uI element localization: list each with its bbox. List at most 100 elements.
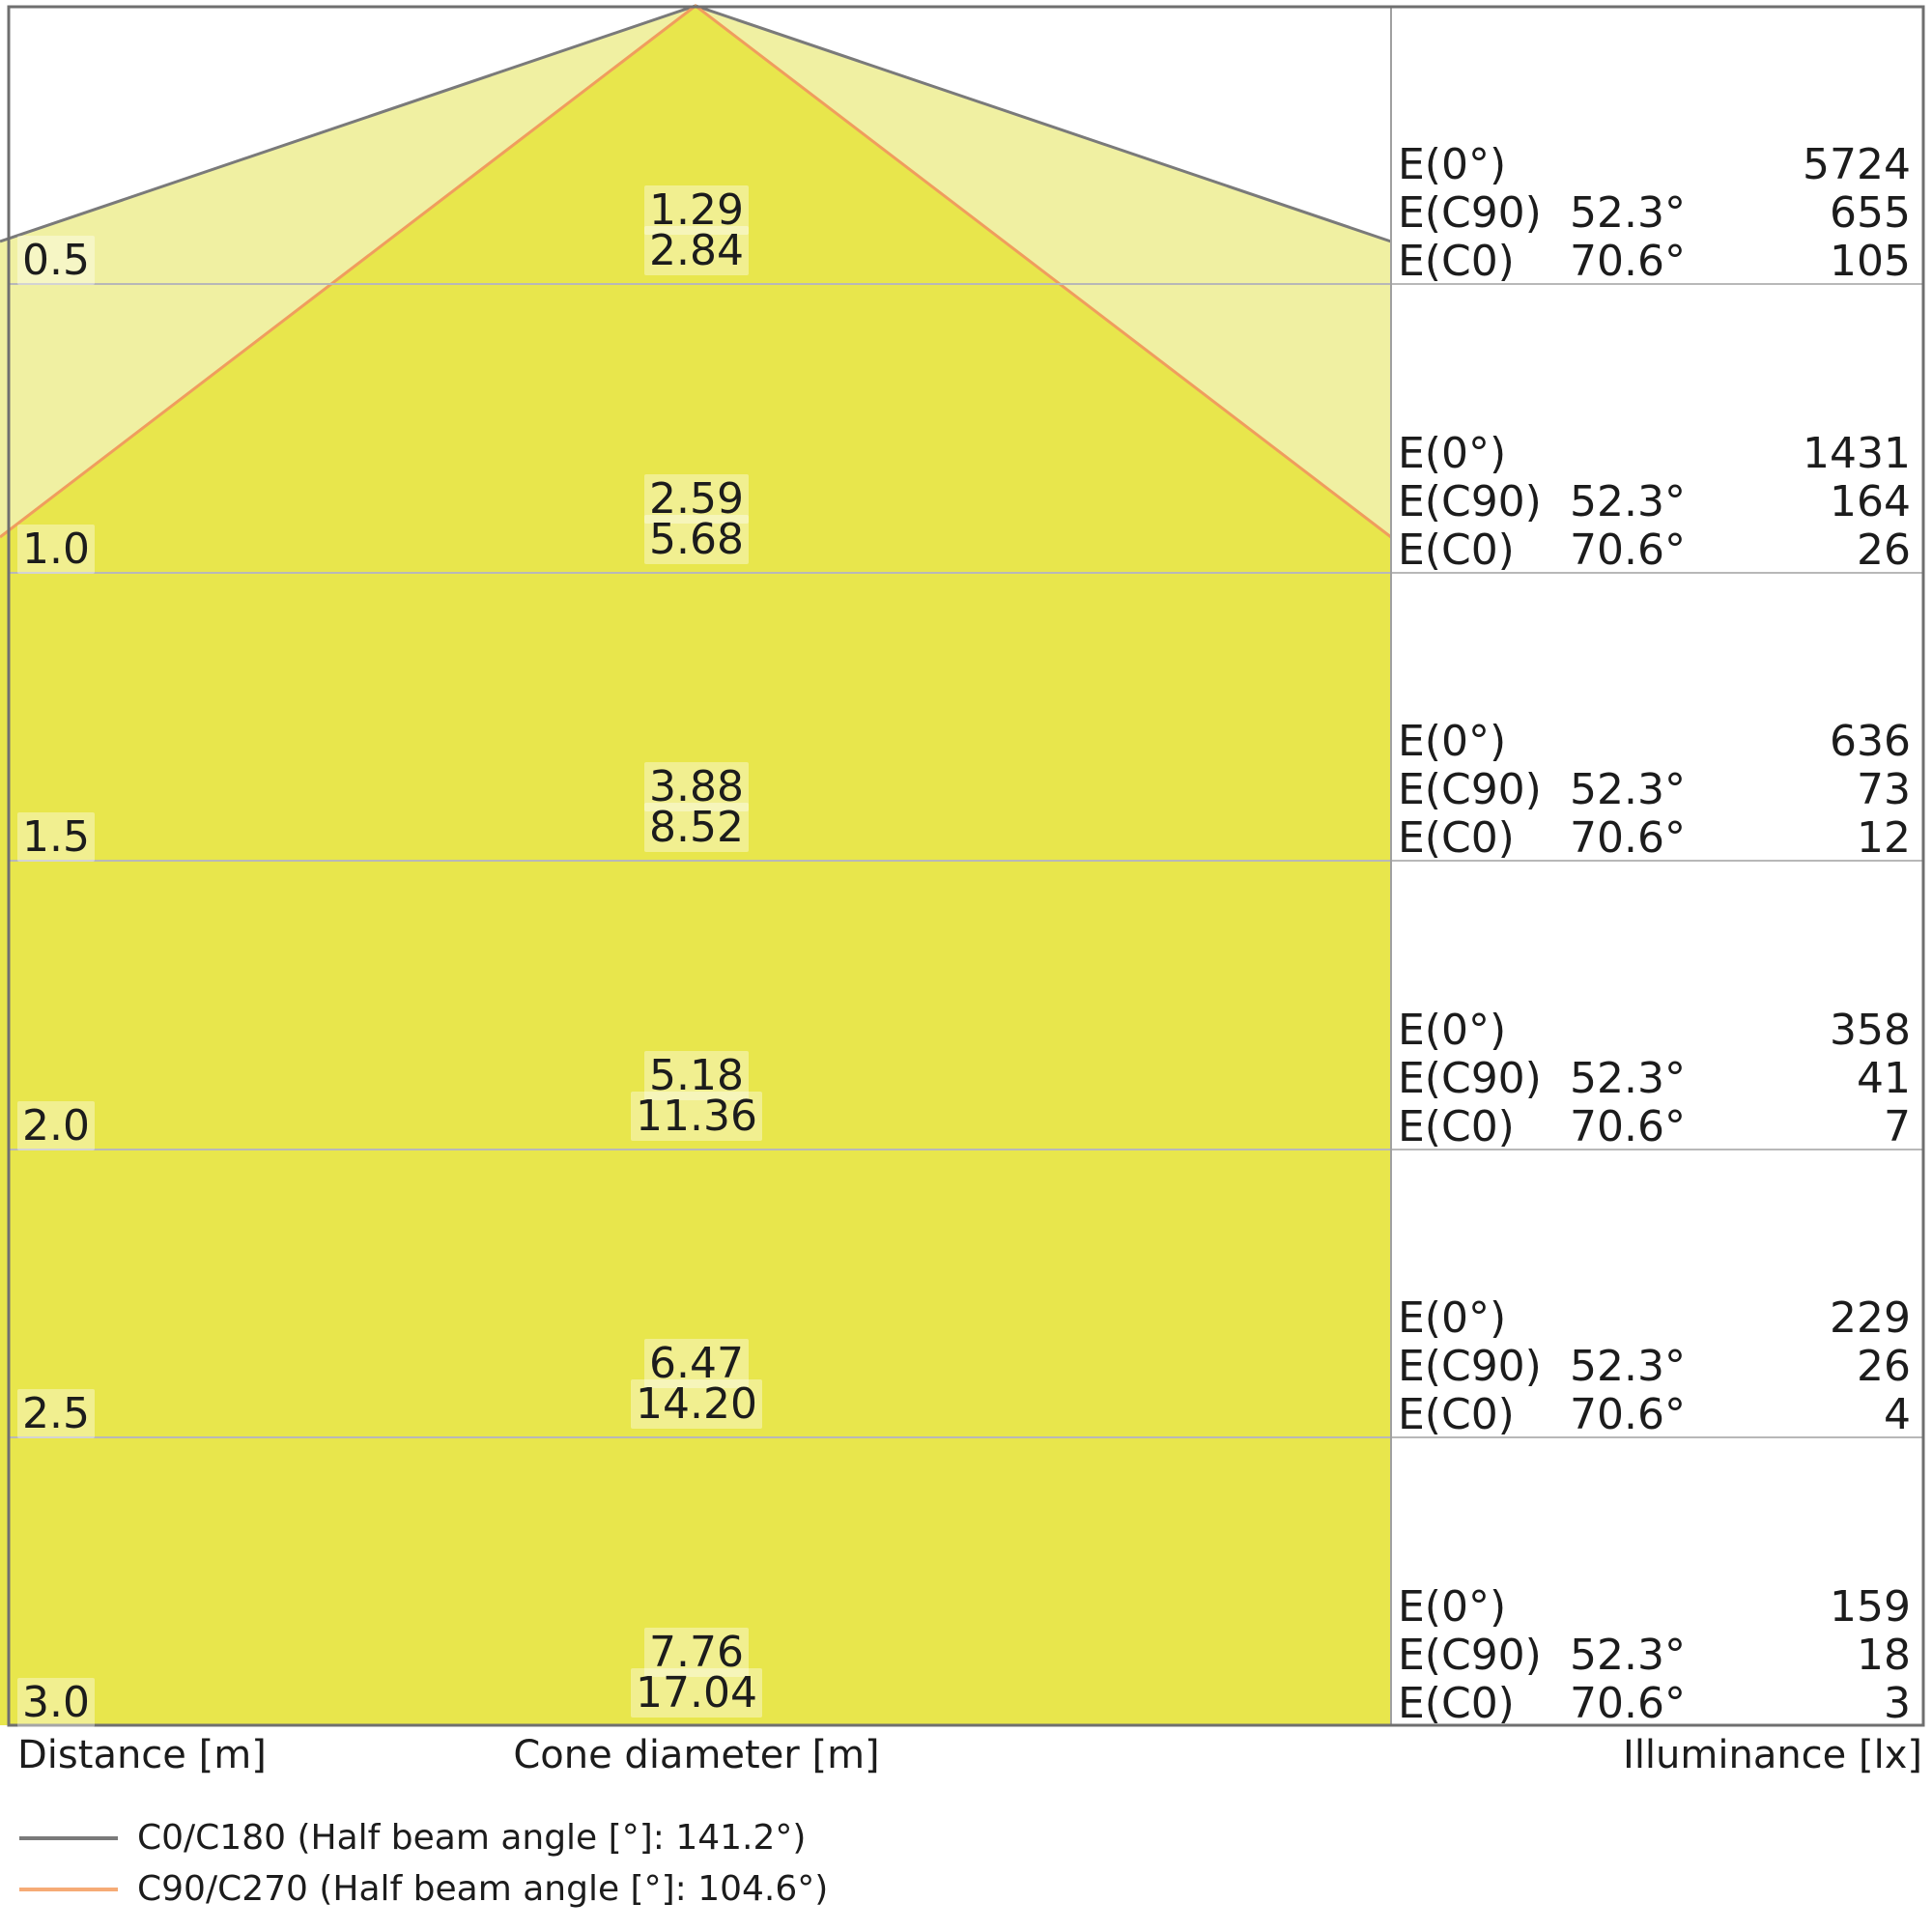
cone-diameter-c0: 2.84 bbox=[503, 226, 890, 275]
illuminance-row-ec0: E(C0) 70.6° 105 bbox=[0, 240, 1932, 288]
ec0-value: 7 bbox=[1884, 1102, 1911, 1151]
distance-label: 2.0 bbox=[17, 1101, 95, 1150]
cone-diameter-c0-value: 5.68 bbox=[644, 515, 749, 564]
ec90-value: 655 bbox=[1830, 188, 1911, 238]
cone-diameter-c0: 8.52 bbox=[503, 803, 890, 852]
ec0-value: 26 bbox=[1857, 525, 1911, 575]
ec90-value: 18 bbox=[1857, 1631, 1911, 1680]
ec0-label: E(C0) bbox=[1398, 1102, 1515, 1151]
ec0-angle: 70.6° bbox=[1570, 1679, 1686, 1728]
distance-value: 3.0 bbox=[17, 1678, 95, 1727]
distance-value: 1.5 bbox=[17, 812, 95, 862]
distance-axis-label: Distance [m] bbox=[17, 1733, 267, 1777]
distance-value: 2.5 bbox=[17, 1389, 95, 1438]
illuminance-row-ec90: E(C90) 52.3° 164 bbox=[0, 480, 1932, 528]
distance-value: 1.0 bbox=[17, 525, 95, 574]
ec90-label: E(C90) bbox=[1398, 188, 1542, 238]
illuminance-row-ec0: E(C0) 70.6° 7 bbox=[0, 1105, 1932, 1153]
e0-label: E(0°) bbox=[1398, 1293, 1507, 1343]
cone-diameter-c90-value: 1.29 bbox=[644, 185, 749, 235]
c0-c180-legend-label: C0/C180 (Half beam angle [°]: 141.2°) bbox=[137, 1818, 807, 1858]
illuminance-row-ec0: E(C0) 70.6° 26 bbox=[0, 528, 1932, 577]
c90-c270-legend-label: C90/C270 (Half beam angle [°]: 104.6°) bbox=[137, 1869, 829, 1909]
illuminance-row-e0: E(0°) 1431 bbox=[0, 432, 1932, 480]
cone-diameter-c90: 3.88 bbox=[503, 762, 890, 811]
inner-cone-shape bbox=[0, 6, 1391, 1725]
ec0-value: 3 bbox=[1884, 1679, 1911, 1728]
c90-c270-line-swatch bbox=[19, 1888, 118, 1891]
ec0-angle: 70.6° bbox=[1570, 1390, 1686, 1439]
ec90-angle: 52.3° bbox=[1570, 188, 1686, 238]
illuminance-row-e0: E(0°) 5724 bbox=[0, 143, 1932, 191]
e0-label: E(0°) bbox=[1398, 429, 1507, 478]
ec90-label: E(C90) bbox=[1398, 765, 1542, 814]
distance-label: 1.0 bbox=[17, 525, 95, 574]
ec0-value: 105 bbox=[1830, 237, 1911, 286]
ec90-angle: 52.3° bbox=[1570, 1054, 1686, 1103]
illuminance-row-ec0: E(C0) 70.6° 3 bbox=[0, 1682, 1932, 1730]
illuminance-axis-label: Illuminance [lx] bbox=[1623, 1733, 1922, 1777]
ec0-angle: 70.6° bbox=[1570, 525, 1686, 575]
ec90-value: 164 bbox=[1830, 477, 1911, 526]
distance-value: 0.5 bbox=[17, 236, 95, 285]
illuminance-row-e0: E(0°) 636 bbox=[0, 720, 1932, 768]
c0-c180-line-swatch bbox=[19, 1836, 118, 1840]
ec0-angle: 70.6° bbox=[1570, 1102, 1686, 1151]
e0-label: E(0°) bbox=[1398, 140, 1507, 189]
ec0-angle: 70.6° bbox=[1570, 237, 1686, 286]
ec90-label: E(C90) bbox=[1398, 1342, 1542, 1391]
e0-value: 5724 bbox=[1803, 140, 1911, 189]
e0-value: 229 bbox=[1830, 1293, 1911, 1343]
ec0-label: E(C0) bbox=[1398, 237, 1515, 286]
cone-diameter-c0: 5.68 bbox=[503, 515, 890, 564]
illuminance-row-ec90: E(C90) 52.3° 41 bbox=[0, 1057, 1932, 1105]
cone-diameter-c0: 11.36 bbox=[503, 1092, 890, 1141]
cone-diameter-c90-value: 7.76 bbox=[644, 1628, 749, 1677]
e0-label: E(0°) bbox=[1398, 1582, 1507, 1632]
cone-diameter-c0-value: 14.20 bbox=[631, 1379, 762, 1429]
ec0-value: 4 bbox=[1884, 1390, 1911, 1439]
illuminance-row-e0: E(0°) 358 bbox=[0, 1008, 1932, 1057]
distance-value: 2.0 bbox=[17, 1101, 95, 1150]
e0-value: 159 bbox=[1830, 1582, 1911, 1632]
cone-diameter-c0-value: 2.84 bbox=[644, 226, 749, 275]
cone-diameter-c90-value: 2.59 bbox=[644, 474, 749, 524]
cone-diameter-c90-value: 3.88 bbox=[644, 762, 749, 811]
distance-label: 3.0 bbox=[17, 1678, 95, 1727]
e0-value: 636 bbox=[1830, 717, 1911, 766]
illuminance-row-ec0: E(C0) 70.6° 12 bbox=[0, 816, 1932, 865]
cone-diameter-c0-value: 17.04 bbox=[631, 1668, 762, 1718]
plot-border bbox=[7, 5, 1925, 1727]
illuminance-row-ec90: E(C90) 52.3° 73 bbox=[0, 768, 1932, 816]
illuminance-row-ec0: E(C0) 70.6° 4 bbox=[0, 1393, 1932, 1441]
cone-diameter-c90: 2.59 bbox=[503, 474, 890, 524]
illuminance-row-ec90: E(C90) 52.3° 18 bbox=[0, 1633, 1932, 1682]
cone-diameter-c90-value: 6.47 bbox=[644, 1339, 749, 1388]
ec0-value: 12 bbox=[1857, 813, 1911, 863]
ec0-label: E(C0) bbox=[1398, 1679, 1515, 1728]
ec90-label: E(C90) bbox=[1398, 1054, 1542, 1103]
distance-label: 2.5 bbox=[17, 1389, 95, 1438]
ec90-value: 41 bbox=[1857, 1054, 1911, 1103]
ec90-angle: 52.3° bbox=[1570, 1342, 1686, 1391]
cone-diameter-c90-value: 5.18 bbox=[644, 1051, 749, 1100]
ec0-angle: 70.6° bbox=[1570, 813, 1686, 863]
cone-diameter-c0-value: 8.52 bbox=[644, 803, 749, 852]
distance-label: 0.5 bbox=[17, 236, 95, 285]
illuminance-row-ec90: E(C90) 52.3° 26 bbox=[0, 1345, 1932, 1393]
illuminance-row-ec90: E(C90) 52.3° 655 bbox=[0, 191, 1932, 240]
cone-diameter-c90: 5.18 bbox=[503, 1051, 890, 1100]
ec0-label: E(C0) bbox=[1398, 813, 1515, 863]
ec90-value: 73 bbox=[1857, 765, 1911, 814]
cone-diameter-c90: 6.47 bbox=[503, 1339, 890, 1388]
e0-label: E(0°) bbox=[1398, 717, 1507, 766]
ec0-label: E(C0) bbox=[1398, 1390, 1515, 1439]
ec90-angle: 52.3° bbox=[1570, 1631, 1686, 1680]
ec90-value: 26 bbox=[1857, 1342, 1911, 1391]
ec90-label: E(C90) bbox=[1398, 1631, 1542, 1680]
ec90-label: E(C90) bbox=[1398, 477, 1542, 526]
cone-diameter-c0: 14.20 bbox=[503, 1379, 890, 1429]
ec90-angle: 52.3° bbox=[1570, 477, 1686, 526]
